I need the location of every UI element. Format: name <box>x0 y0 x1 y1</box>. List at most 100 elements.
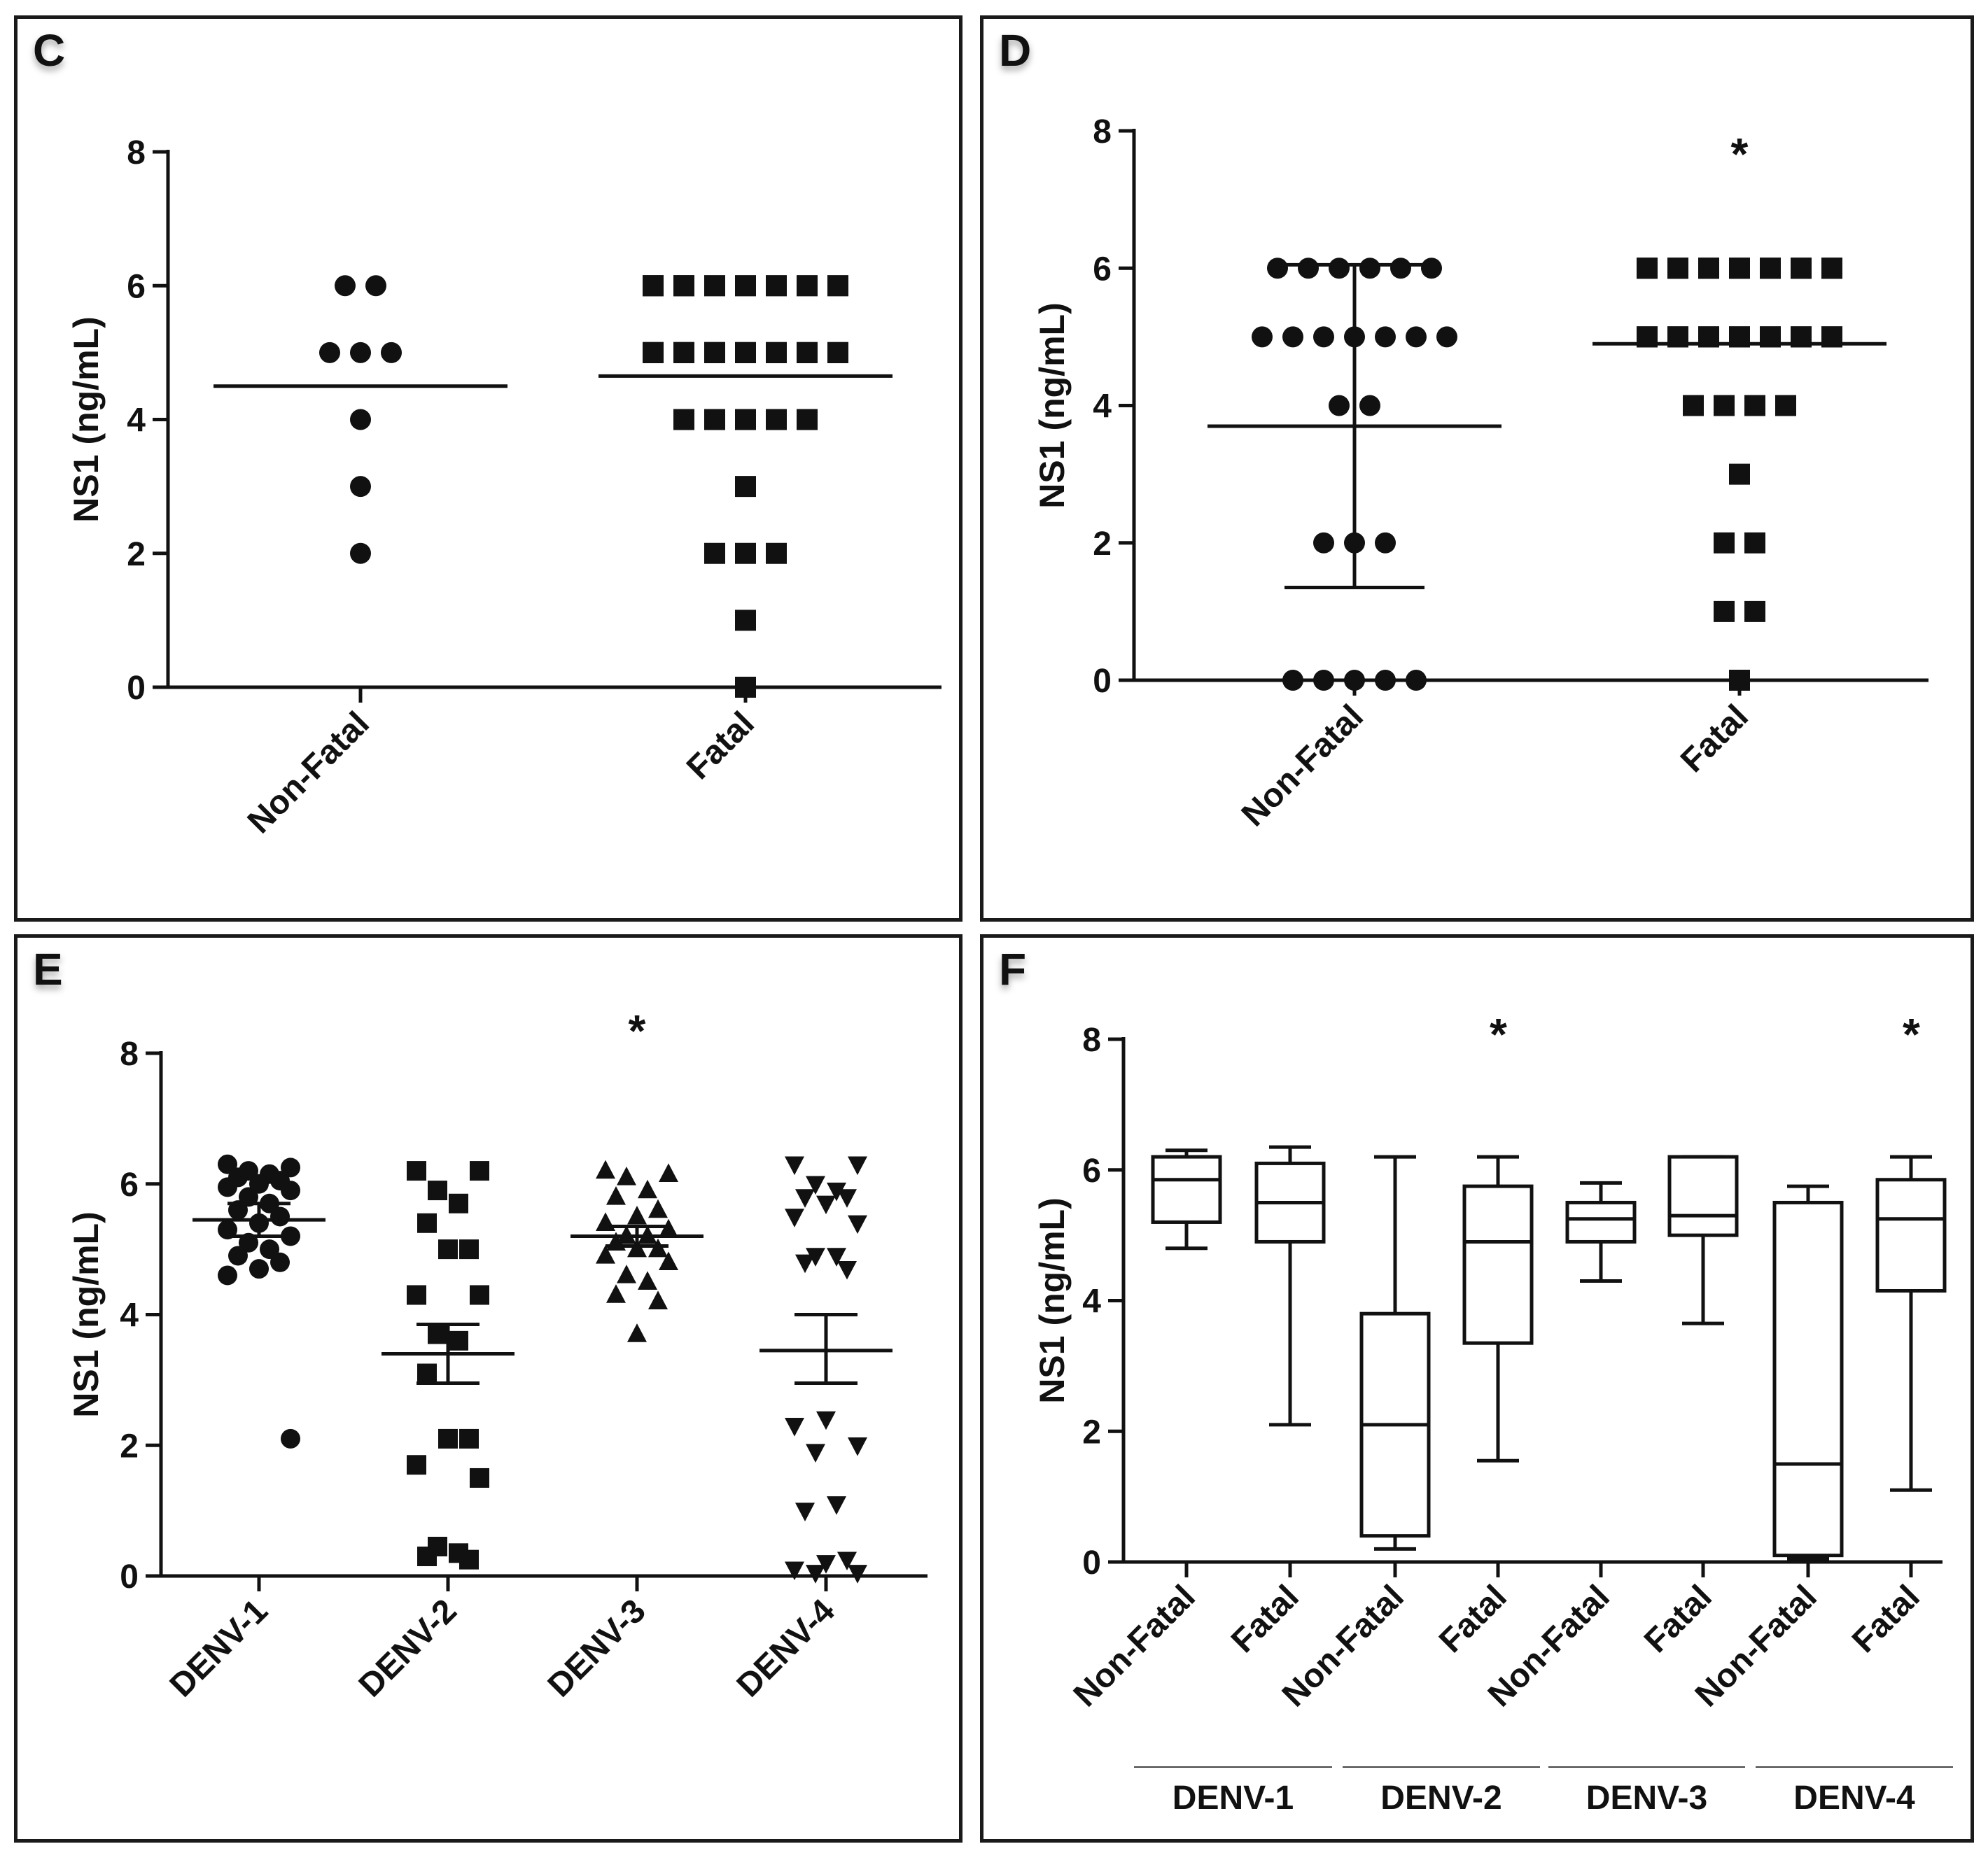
data-point <box>638 1179 657 1199</box>
x-tick-label: Fatal <box>1674 698 1756 780</box>
data-point <box>1375 326 1396 348</box>
data-point <box>627 1206 647 1225</box>
data-point <box>606 1284 626 1303</box>
box-iqr <box>1772 1200 1844 1558</box>
panel-d-letter: D <box>999 25 1032 76</box>
data-point <box>785 1561 804 1581</box>
data-point <box>827 275 848 297</box>
data-point <box>1775 395 1796 416</box>
x-tick-label: Fatal <box>1224 1578 1306 1660</box>
data-point <box>659 1218 678 1238</box>
data-point <box>848 1437 867 1456</box>
data-point <box>643 342 664 363</box>
data-point <box>1390 258 1411 279</box>
y-tick-label: 8 <box>1082 1022 1101 1059</box>
data-point <box>381 342 402 363</box>
significance-star: * <box>1903 1009 1920 1060</box>
data-point <box>365 275 386 297</box>
data-point <box>673 409 694 430</box>
y-axis-title: NS1 (ng/mL) <box>66 316 106 522</box>
data-point <box>228 1246 248 1266</box>
data-point <box>797 275 818 297</box>
panel-f: F 0 2 4 6 8 NS1 (ng/mL) Non-Fatal Fatal Non-Fata… <box>980 934 1974 1843</box>
data-point <box>1791 258 1812 279</box>
panel-c-letter: C <box>33 25 66 76</box>
y-tick-label: 4 <box>1082 1283 1101 1321</box>
data-point <box>1637 258 1658 279</box>
data-point <box>428 1181 447 1201</box>
data-point <box>735 476 756 498</box>
data-point <box>1267 258 1288 279</box>
x-tick-label: DENV-1 <box>163 1592 275 1704</box>
data-point <box>1667 258 1688 279</box>
data-point <box>795 1502 815 1522</box>
box-iqr <box>1565 1200 1637 1244</box>
data-point <box>1436 326 1457 348</box>
significance-star: * <box>1731 129 1749 179</box>
data-point <box>1375 532 1396 554</box>
data-point <box>735 342 756 363</box>
data-point <box>1421 258 1442 279</box>
y-tick-label: 2 <box>120 1428 139 1465</box>
chart-e: 0 2 4 6 8 NS1 (ng/mL) DENV-1 DENV-2 DENV-3 DENV-4… <box>66 1006 927 1704</box>
data-point <box>785 1418 804 1437</box>
group-label: DENV-1 <box>1172 1780 1294 1817</box>
data-point <box>1375 670 1396 691</box>
data-point <box>1282 670 1303 691</box>
data-point <box>766 409 787 430</box>
data-point <box>350 342 371 363</box>
data-point <box>848 1215 867 1234</box>
y-tick-label: 2 <box>127 536 146 573</box>
data-point <box>827 1182 846 1202</box>
data-point <box>218 1265 237 1286</box>
data-point <box>617 1265 636 1283</box>
data-point <box>470 1468 489 1488</box>
data-point <box>319 342 340 363</box>
data-point <box>1683 395 1704 416</box>
data-point <box>1744 600 1765 622</box>
data-point <box>1406 326 1427 348</box>
data-point <box>837 1551 857 1571</box>
data-point <box>459 1428 479 1449</box>
data-point <box>249 1174 269 1194</box>
x-tick-label: Fatal <box>1845 1578 1927 1660</box>
data-point <box>617 1167 636 1185</box>
data-point <box>407 1455 426 1475</box>
data-point <box>596 1245 615 1264</box>
y-tick-label: 6 <box>1093 251 1112 288</box>
y-tick-label: 0 <box>120 1558 139 1596</box>
data-point <box>837 1189 857 1208</box>
x-tick-label: Non-Fatal <box>1235 698 1371 833</box>
data-point <box>704 542 725 564</box>
data-point <box>470 1161 489 1181</box>
y-tick-label: 6 <box>127 268 146 305</box>
panel-c: C 0 2 4 6 8 NS1 (ng/mL) Non-Fatal Fatal <box>14 15 962 922</box>
data-point <box>459 1549 479 1570</box>
data-point <box>596 1160 615 1179</box>
data-point <box>1282 326 1303 348</box>
data-point <box>643 275 664 297</box>
y-tick-label: 0 <box>1082 1544 1101 1582</box>
box-iqr <box>1462 1184 1534 1345</box>
x-tick-label: Non-Fatal <box>1067 1578 1203 1714</box>
data-point <box>827 342 848 363</box>
data-point <box>1344 670 1365 691</box>
data-point <box>704 342 725 363</box>
data-point <box>1821 258 1842 279</box>
data-point <box>766 542 787 564</box>
x-tick-label: Fatal <box>680 705 762 787</box>
data-point <box>659 1163 678 1182</box>
data-point <box>1714 600 1735 622</box>
data-point <box>627 1238 647 1258</box>
panel-f-letter: F <box>999 944 1027 994</box>
data-point <box>1744 532 1765 554</box>
x-tick-label: DENV-4 <box>730 1592 842 1704</box>
data-point <box>648 1199 668 1218</box>
data-point <box>627 1323 647 1342</box>
data-point <box>795 1189 815 1208</box>
data-point <box>795 1254 815 1274</box>
data-point <box>785 1156 804 1176</box>
x-tick-label: Fatal <box>1637 1578 1719 1660</box>
data-point <box>806 1248 825 1267</box>
y-axis-title: NS1 (ng/mL) <box>1032 302 1072 508</box>
